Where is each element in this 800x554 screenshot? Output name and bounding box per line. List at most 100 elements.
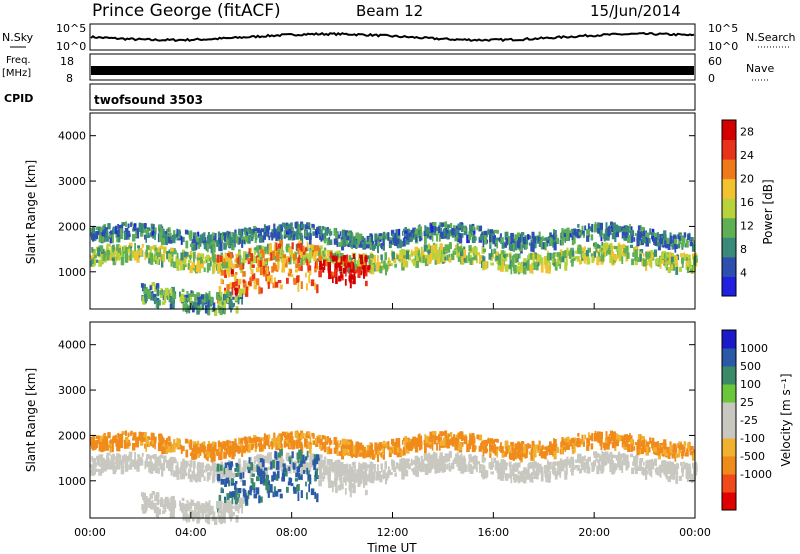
power-cell: [261, 250, 265, 259]
power-cell: [203, 267, 206, 272]
velocity-cell: [452, 459, 456, 464]
velocity-cell: [241, 448, 244, 457]
velocity-cell: [100, 457, 105, 465]
velocity-cell: [423, 453, 428, 461]
power-cell: [482, 250, 485, 254]
power-cell: [282, 250, 285, 259]
power-cell: [321, 263, 323, 270]
power-cell: [491, 255, 494, 259]
power-cell: [463, 227, 468, 236]
power-cell: [150, 293, 154, 301]
velocity-cell: [390, 438, 395, 445]
power-cell: [98, 260, 102, 267]
power-cell: [164, 232, 168, 240]
power-cell: [443, 256, 447, 261]
velocity-cell: [266, 474, 269, 484]
power-cell: [227, 253, 229, 257]
velocity-cell: [650, 459, 654, 467]
power-cell: [511, 239, 514, 246]
power-cell: [333, 238, 338, 245]
velocity-cell: [338, 451, 342, 456]
velocity-cell: [311, 432, 315, 437]
velocity-cell: [564, 470, 568, 480]
power-cell: [632, 252, 635, 257]
power-cell: [482, 238, 485, 248]
velocity-cell: [621, 465, 624, 473]
velocity-cell: [447, 456, 450, 462]
power-cell: [547, 236, 550, 241]
power-cell: [150, 223, 154, 228]
power-cell: [449, 233, 453, 237]
velocity-cell: [644, 470, 647, 476]
velocity-cell: [568, 460, 570, 465]
velocity-cell: [454, 460, 456, 464]
power-cell: [124, 247, 129, 256]
power-cell: [456, 242, 459, 250]
power-cell: [338, 242, 342, 247]
power-cell: [653, 238, 657, 244]
velocity-cell: [500, 446, 504, 453]
velocity-cell: [610, 460, 615, 468]
velocity-cell: [124, 456, 129, 465]
power-cell: [278, 249, 282, 256]
power-cell: [119, 228, 123, 235]
power-cell: [566, 227, 570, 237]
velocity-cell: [168, 441, 172, 449]
velocity-cell: [91, 441, 93, 449]
power-cell: [288, 257, 291, 262]
velocity-cell: [666, 462, 670, 467]
power-cell: [583, 232, 585, 236]
velocity-cell: [427, 466, 431, 474]
power-cell: [560, 238, 563, 246]
power-cell: [307, 265, 312, 271]
velocity-cell: [415, 445, 418, 452]
velocity-cell: [451, 437, 455, 445]
velocity-cell: [210, 470, 212, 476]
power-cell: [213, 237, 217, 243]
velocity-cell: [504, 441, 509, 449]
power-cell: [242, 279, 246, 283]
velocity-cell: [594, 451, 598, 457]
power-cell: [283, 231, 286, 236]
cpid-frame: [89, 83, 696, 111]
velocity-cell: [143, 432, 147, 438]
velocity-cell: [231, 441, 234, 449]
power-cell: [637, 230, 640, 238]
power-cell: [512, 255, 515, 264]
power-cell: [538, 239, 542, 247]
power-cell: [357, 271, 361, 278]
power-cell: [358, 262, 362, 269]
power-cell: [597, 252, 601, 258]
velocity-cell: [98, 443, 102, 452]
power-cell: [151, 282, 156, 287]
power-cell: [146, 227, 151, 232]
power-cell: [509, 259, 512, 269]
power-cell: [678, 266, 682, 272]
power-cell: [164, 287, 169, 296]
velocity-cell: [405, 445, 410, 454]
velocity-cell: [158, 436, 161, 444]
power-cell: [545, 264, 549, 274]
velocity-cell: [387, 471, 390, 475]
velocity-cell: [448, 451, 452, 459]
power-cell: [376, 262, 380, 271]
velocity-cell: [110, 454, 113, 462]
velocity-cell: [91, 466, 94, 474]
velocity-cell: [128, 454, 131, 458]
power-cell: [319, 245, 323, 250]
power-cell: [341, 229, 346, 236]
power-cell: [490, 234, 494, 243]
power-cell: [308, 253, 311, 261]
velocity-cell: [581, 456, 585, 461]
power-cell: [331, 272, 335, 276]
power-cell: [315, 230, 318, 235]
power-cell: [146, 287, 148, 294]
velocity-cell: [594, 430, 597, 435]
velocity-cell: [106, 452, 109, 460]
power-cell: [418, 235, 422, 242]
velocity-cell: [540, 466, 544, 474]
power-cell: [424, 225, 427, 235]
velocity-cell: [101, 462, 104, 468]
velocity-cell: [549, 446, 553, 455]
